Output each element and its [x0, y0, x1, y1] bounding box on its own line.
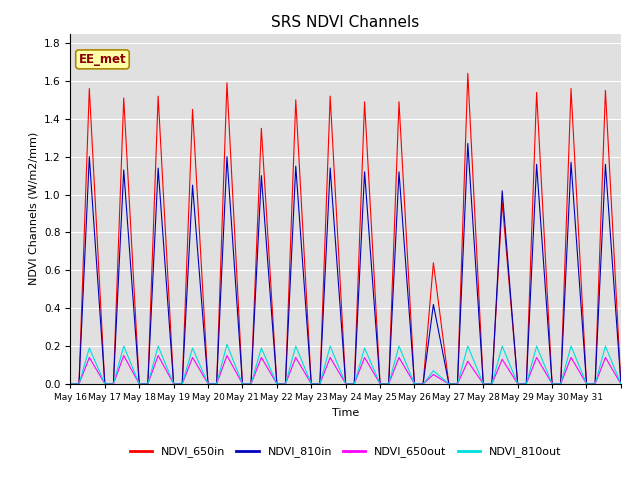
NDVI_650out	[67, 381, 74, 387]
NDVI_650in	[486, 381, 494, 387]
Title: SRS NDVI Channels: SRS NDVI Channels	[271, 15, 420, 30]
NDVI_650in	[617, 379, 625, 384]
Y-axis label: NDVI Channels (W/m2/mm): NDVI Channels (W/m2/mm)	[29, 132, 38, 286]
NDVI_810out	[223, 341, 231, 347]
NDVI_810in	[402, 265, 410, 271]
NDVI_810out	[278, 381, 286, 387]
NDVI_650in	[86, 90, 93, 96]
NDVI_650in	[464, 71, 472, 76]
NDVI_810out	[387, 372, 395, 378]
NDVI_650out	[325, 357, 333, 363]
NDVI_810in	[617, 380, 625, 385]
Line: NDVI_650in: NDVI_650in	[70, 73, 621, 384]
NDVI_810in	[464, 141, 472, 146]
NDVI_810out	[67, 381, 74, 387]
Line: NDVI_810in: NDVI_810in	[70, 144, 621, 384]
NDVI_650out	[486, 381, 494, 387]
NDVI_810out	[325, 347, 333, 352]
NDVI_650out	[403, 367, 410, 372]
NDVI_650out	[387, 374, 395, 380]
NDVI_810in	[278, 381, 285, 387]
Legend: NDVI_650in, NDVI_810in, NDVI_650out, NDVI_810out: NDVI_650in, NDVI_810in, NDVI_650out, NDV…	[125, 442, 566, 462]
NDVI_650in	[387, 315, 395, 321]
NDVI_810out	[86, 346, 93, 351]
NDVI_650in	[278, 381, 285, 387]
NDVI_810in	[67, 381, 74, 387]
NDVI_810in	[86, 157, 93, 163]
NDVI_810in	[325, 187, 333, 192]
NDVI_650in	[67, 381, 74, 387]
NDVI_650out	[278, 381, 286, 387]
NDVI_810in	[486, 381, 494, 387]
X-axis label: Time: Time	[332, 408, 359, 418]
Line: NDVI_810out: NDVI_810out	[70, 344, 621, 384]
NDVI_650in	[402, 227, 410, 232]
NDVI_810out	[486, 381, 494, 387]
NDVI_810in	[387, 332, 395, 337]
Line: NDVI_650out: NDVI_650out	[70, 356, 621, 384]
NDVI_810out	[617, 381, 625, 386]
NDVI_650in	[325, 122, 333, 128]
NDVI_650out	[120, 353, 127, 359]
Text: EE_met: EE_met	[79, 53, 126, 66]
NDVI_810out	[403, 360, 410, 366]
NDVI_650out	[86, 355, 93, 361]
NDVI_650out	[617, 381, 625, 387]
